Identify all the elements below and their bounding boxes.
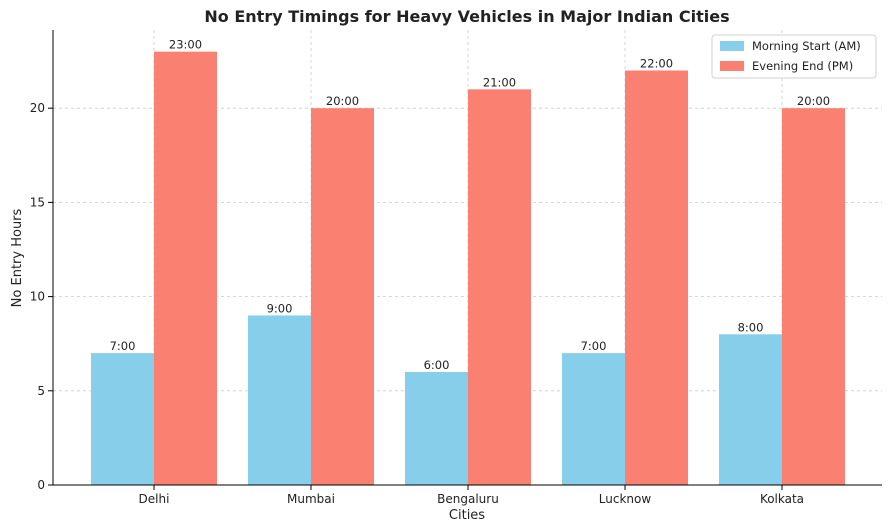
chart-title: No Entry Timings for Heavy Vehicles in M… <box>204 7 729 26</box>
bar-value-label: 6:00 <box>424 358 450 372</box>
bar-value-label: 8:00 <box>738 320 764 334</box>
y-tick-label: 10 <box>30 290 45 304</box>
bar-evening <box>468 89 531 485</box>
legend-swatch-evening <box>720 61 744 71</box>
bar-morning <box>719 334 782 485</box>
bar-value-label: 22:00 <box>640 57 673 71</box>
x-tick-label: Mumbai <box>287 492 335 506</box>
bar-evening <box>154 51 217 486</box>
bar-evening <box>782 108 845 485</box>
legend-box <box>711 34 877 79</box>
bar-evening <box>625 70 688 485</box>
bars-layer <box>91 51 845 486</box>
y-axis-title: No Entry Hours <box>10 208 25 307</box>
bar-value-label: 20:00 <box>797 94 830 108</box>
legend-label-evening: Evening End (PM) <box>752 59 853 73</box>
bar-value-label: 7:00 <box>581 339 607 353</box>
y-tick-label: 15 <box>30 195 45 209</box>
bar-morning <box>248 315 311 485</box>
legend-swatch-morning <box>720 41 744 51</box>
legend-label-morning: Morning Start (AM) <box>752 39 861 53</box>
x-tick-label: Lucknow <box>599 492 652 506</box>
data-labels-layer: 7:00 23:00 9:00 20:00 6:00 21:00 7:00 22:00 8:00… <box>110 38 830 372</box>
bar-value-label: 23:00 <box>169 38 202 52</box>
x-tick-label: Bengaluru <box>437 492 499 506</box>
ticks-layer: 0 5 10 15 20 Delhi Mumbai Bengaluru Lucknow Kolka… <box>30 101 804 506</box>
bar-value-label: 20:00 <box>326 94 359 108</box>
x-axis-title: Cities <box>449 508 485 523</box>
bar-morning <box>405 371 468 485</box>
y-tick-label: 5 <box>37 384 45 398</box>
bar-value-label: 21:00 <box>483 75 516 89</box>
bar-morning <box>562 353 625 485</box>
bar-evening <box>311 108 374 485</box>
bar-morning <box>91 353 154 485</box>
bar-value-label: 9:00 <box>267 301 293 315</box>
y-tick-label: 0 <box>37 478 45 492</box>
x-tick-label: Delhi <box>139 492 170 506</box>
bar-value-label: 7:00 <box>110 339 136 353</box>
legend: Morning Start (AM) Evening End (PM) <box>711 34 877 79</box>
x-tick-label: Kolkata <box>760 492 804 506</box>
y-tick-label: 20 <box>30 101 45 115</box>
